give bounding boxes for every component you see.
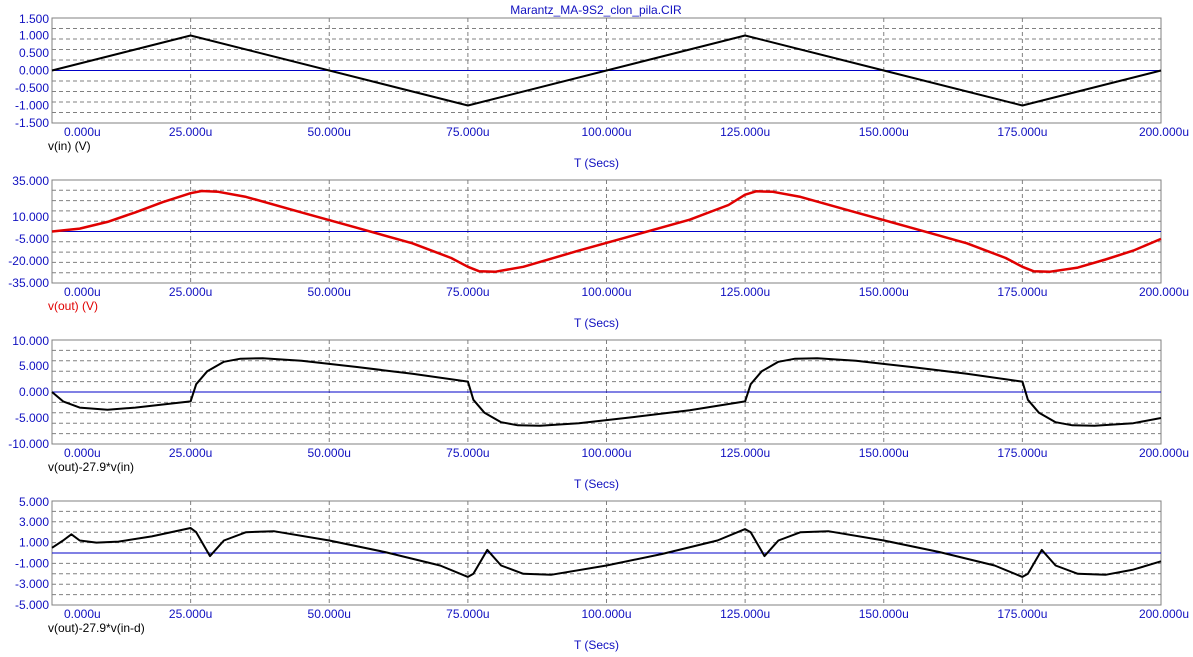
x-tick-label: 125.000u — [720, 285, 770, 299]
y-tick-label: -35.000 — [8, 276, 49, 290]
y-tick-label: 0.000 — [19, 64, 49, 78]
x-tick-label: 175.000u — [997, 285, 1047, 299]
x-tick-label: 100.000u — [581, 446, 631, 460]
y-tick-label: -10.000 — [8, 437, 49, 451]
x-tick-label: 150.000u — [859, 607, 909, 621]
y-tick-label: -1.000 — [15, 556, 49, 570]
x-axis-label: T (Secs) — [574, 156, 619, 170]
x-tick-label: 50.000u — [308, 285, 351, 299]
series-line — [51, 189, 1162, 273]
series-label: v(out)-27.9*v(in) — [48, 460, 134, 474]
series-line — [51, 34, 1162, 107]
y-tick-label: -5.000 — [15, 598, 49, 612]
x-tick-label: 100.000u — [581, 125, 631, 139]
x-tick-label: 200.000u — [1139, 125, 1189, 139]
chart-panel-2: 35.000 10.000 -5.000 -20.000 -35.000 0.000u 25… — [8, 174, 1189, 330]
x-tick-label: 75.000u — [446, 125, 489, 139]
y-tick-label: 10.000 — [12, 334, 49, 348]
x-tick-label: 175.000u — [997, 446, 1047, 460]
x-tick-label: 0.000u — [64, 285, 101, 299]
y-tick-label: -5.000 — [15, 232, 49, 246]
x-tick-label: 150.000u — [859, 446, 909, 460]
series-label: v(out) (V) — [48, 299, 98, 313]
series-line — [51, 527, 1162, 578]
x-tick-label: 75.000u — [446, 285, 489, 299]
x-tick-label: 125.000u — [720, 446, 770, 460]
y-tick-label: 10.000 — [12, 210, 49, 224]
y-tick-label: 1.500 — [19, 12, 49, 26]
x-tick-label: 100.000u — [581, 285, 631, 299]
window-title: Marantz_MA-9S2_clon_pila.CIR — [510, 3, 682, 17]
x-tick-label: 75.000u — [446, 446, 489, 460]
y-tick-label: -1.500 — [15, 116, 49, 130]
x-tick-label: 50.000u — [308, 446, 351, 460]
y-tick-label: -0.500 — [15, 81, 49, 95]
y-tick-label: 35.000 — [12, 174, 49, 188]
x-tick-label: 0.000u — [64, 125, 101, 139]
x-axis-label: T (Secs) — [574, 638, 619, 652]
y-tick-label: 1.000 — [19, 536, 49, 550]
panels: 1.500 1.000 0.500 0.000 -0.500 -1.000 -1.500 0.… — [8, 12, 1189, 652]
x-tick-label: 50.000u — [308, 607, 351, 621]
x-tick-label: 200.000u — [1139, 285, 1189, 299]
y-tick-label: 0.500 — [19, 46, 49, 60]
x-tick-label: 200.000u — [1139, 446, 1189, 460]
x-tick-label: 25.000u — [169, 446, 212, 460]
chart-panel-4: 5.000 3.000 1.000 -1.000 -3.000 -5.000 0.000u 2… — [15, 495, 1189, 652]
x-tick-label: 175.000u — [997, 125, 1047, 139]
chart-panel-3: 10.000 5.000 0.000 -5.000 -10.000 0.000u 25.00… — [8, 334, 1189, 491]
y-tick-label: -5.000 — [15, 411, 49, 425]
x-tick-label: 150.000u — [859, 125, 909, 139]
x-tick-label: 25.000u — [169, 285, 212, 299]
y-tick-label: 0.000 — [19, 385, 49, 399]
y-tick-label: 3.000 — [19, 515, 49, 529]
x-tick-label: 125.000u — [720, 607, 770, 621]
x-axis-label: T (Secs) — [574, 477, 619, 491]
series-label: v(out)-27.9*v(in-d) — [48, 621, 145, 635]
x-tick-label: 0.000u — [64, 446, 101, 460]
y-tick-label: -20.000 — [8, 254, 49, 268]
x-tick-label: 75.000u — [446, 607, 489, 621]
x-tick-label: 50.000u — [308, 125, 351, 139]
x-tick-label: 175.000u — [997, 607, 1047, 621]
y-tick-label: 5.000 — [19, 495, 49, 509]
series-label: v(in) (V) — [48, 139, 91, 153]
x-tick-label: 0.000u — [64, 607, 101, 621]
x-axis-label: T (Secs) — [574, 316, 619, 330]
y-tick-label: -1.000 — [15, 99, 49, 113]
x-tick-label: 200.000u — [1139, 607, 1189, 621]
chart-panel-1: 1.500 1.000 0.500 0.000 -0.500 -1.000 -1.500 0.… — [15, 12, 1189, 170]
y-tick-label: 5.000 — [19, 359, 49, 373]
x-tick-label: 125.000u — [720, 125, 770, 139]
x-tick-label: 100.000u — [581, 607, 631, 621]
x-tick-label: 25.000u — [169, 607, 212, 621]
series-line — [51, 357, 1162, 427]
y-tick-label: -3.000 — [15, 577, 49, 591]
y-tick-label: 1.000 — [19, 29, 49, 43]
x-tick-label: 25.000u — [169, 125, 212, 139]
x-tick-label: 150.000u — [859, 285, 909, 299]
